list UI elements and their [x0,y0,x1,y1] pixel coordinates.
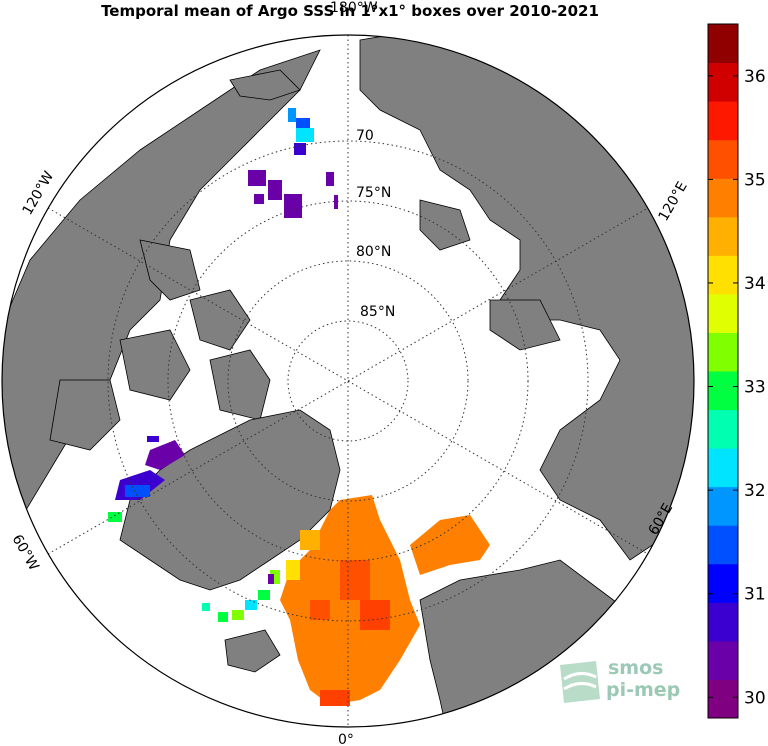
colorbar-tick-label: 32 [744,481,766,501]
smos-pi-mep-logo: smos pi-mep [556,657,696,705]
sss-barents [410,515,490,575]
sss-box [294,143,306,155]
map-border [1,34,695,728]
lat-label-85: 85°N [360,304,395,320]
colorbar-segment [708,525,738,565]
sss-box [286,560,300,580]
colorbar-segment [708,178,738,218]
lat-circle-75 [167,200,529,562]
land-archipelago-2 [189,289,251,351]
colorbar-tick-label: 31 [744,585,766,605]
sss-box [270,570,280,584]
colorbar-segment [708,679,738,719]
sss-box [268,574,274,584]
sss-box [334,195,338,209]
land-archipelago-4 [209,349,271,421]
colorbar-tick-label: 34 [744,274,766,294]
lat-label-75: 75°N [356,185,391,201]
lon-label-180: 180°W [330,0,378,16]
meridian-60 [47,207,649,555]
lon-label-120e: 120°E [656,179,691,224]
map-title: Temporal mean of Argo SSS in 1°x1° boxes… [101,2,599,20]
land-franz-josef [419,199,471,251]
sss-box [125,485,150,497]
sss-box [258,590,270,600]
colorbar-ticks: 30 31 32 33 34 35 36 [708,67,766,708]
sss-box [296,128,314,142]
land-novaya [489,299,561,351]
colorbar-segment [708,409,738,449]
graticule [47,35,649,727]
sss-box [300,530,320,550]
sss-box [202,603,210,611]
lat-circle-85 [287,320,409,442]
sss-baffin-bay [145,440,185,470]
land-iceland [224,629,281,673]
land-archipelago-3 [119,329,191,401]
colorbar-segment [708,448,738,488]
land-archipelago-1 [139,239,201,301]
sss-box [288,108,296,122]
colorbar-segment [708,563,738,603]
colorbar-segment [708,602,738,642]
colorbar-segment [708,371,738,411]
lat-circle-70 [107,140,589,622]
sss-box [268,180,282,200]
sss-data-boxes [108,108,490,706]
colorbar-segment [708,24,738,64]
sss-box [326,172,334,186]
sss-box [108,512,122,522]
logo-text-smos: smos [608,657,664,679]
colorbar-tick-label: 33 [744,378,766,398]
colorbar-segment [708,332,738,372]
sss-box [360,600,390,630]
lat-label-70: 70 [356,128,374,144]
logo-icon [560,661,600,703]
colorbar-segment [708,216,738,256]
lat-circle-80 [227,260,469,502]
land-scandinavia [419,559,694,727]
colorbar: 30 31 32 33 34 35 36 [707,23,766,719]
sss-box [320,690,350,706]
lon-label-0: 0° [338,732,354,746]
colorbar-segment [708,255,738,295]
sss-box [245,600,257,610]
sss-box [340,560,370,600]
colorbar-segment [708,62,738,102]
colorbar-segment [708,640,738,680]
sss-box [218,612,228,622]
meridian-120 [47,207,649,555]
sss-box [310,600,330,620]
colorbar-frame [707,23,739,719]
sss-box [284,194,302,218]
colorbar-tick-label: 36 [744,67,766,87]
colorbar-tick-label: 35 [744,170,766,190]
land-masses [2,35,694,727]
colorbar-tick-label: 30 [744,688,766,708]
sss-box [232,610,244,620]
sss-box [296,118,310,128]
colorbar-segment [708,486,738,526]
colorbar-segment [708,101,738,141]
sss-box [147,436,159,442]
land-wrangel [229,69,301,101]
colorbar-segments [708,24,738,719]
logo-text-pimep: pi-mep [606,679,681,701]
land-archipelago-5 [49,379,121,451]
lat-label-80: 80°N [356,244,391,260]
colorbar-segment [708,139,738,179]
land-greenland [119,409,341,591]
sss-box [254,194,264,204]
colorbar-segment [708,293,738,333]
lon-label-60w: 60°W [9,532,42,574]
sss-box [248,170,266,186]
